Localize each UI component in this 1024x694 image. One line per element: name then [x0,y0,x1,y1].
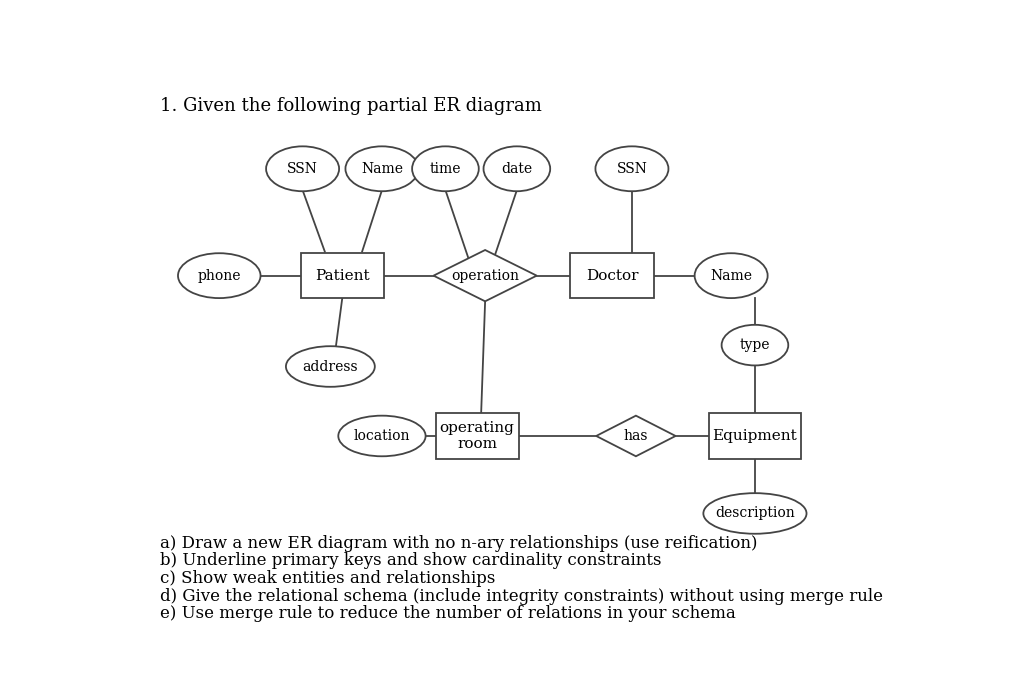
Ellipse shape [338,416,426,456]
Text: d) Give the relational schema (include integrity constraints) without using merg: d) Give the relational schema (include i… [160,588,883,604]
Text: phone: phone [198,269,241,282]
Ellipse shape [595,146,669,192]
Ellipse shape [703,493,807,534]
Ellipse shape [694,253,768,298]
Text: Doctor: Doctor [586,269,638,282]
Text: date: date [502,162,532,176]
FancyBboxPatch shape [301,253,384,298]
Text: a) Draw a new ER diagram with no n-ary relationships (use reification): a) Draw a new ER diagram with no n-ary r… [160,535,757,552]
Text: c) Show weak entities and relationships: c) Show weak entities and relationships [160,570,496,587]
Text: Name: Name [360,162,403,176]
Ellipse shape [345,146,419,192]
Text: SSN: SSN [287,162,318,176]
Text: e) Use merge rule to reduce the number of relations in your schema: e) Use merge rule to reduce the number o… [160,605,735,623]
Polygon shape [433,250,537,301]
Polygon shape [596,416,676,456]
Text: b) Underline primary keys and show cardinality constraints: b) Underline primary keys and show cardi… [160,552,662,570]
Ellipse shape [266,146,339,192]
FancyBboxPatch shape [570,253,653,298]
Text: type: type [739,338,770,352]
Text: Equipment: Equipment [713,429,798,443]
Text: Patient: Patient [315,269,370,282]
Text: location: location [353,429,411,443]
Text: Name: Name [710,269,753,282]
Text: time: time [430,162,461,176]
Text: has: has [624,429,648,443]
Ellipse shape [722,325,788,366]
Ellipse shape [483,146,550,192]
Ellipse shape [178,253,260,298]
Text: 1. Given the following partial ER diagram: 1. Given the following partial ER diagra… [160,96,542,115]
Text: operating
room: operating room [439,421,515,451]
Text: description: description [715,507,795,520]
Text: operation: operation [452,269,519,282]
FancyBboxPatch shape [435,413,519,459]
Ellipse shape [412,146,479,192]
Ellipse shape [286,346,375,387]
Text: SSN: SSN [616,162,647,176]
FancyBboxPatch shape [710,413,801,459]
Text: address: address [302,359,358,373]
